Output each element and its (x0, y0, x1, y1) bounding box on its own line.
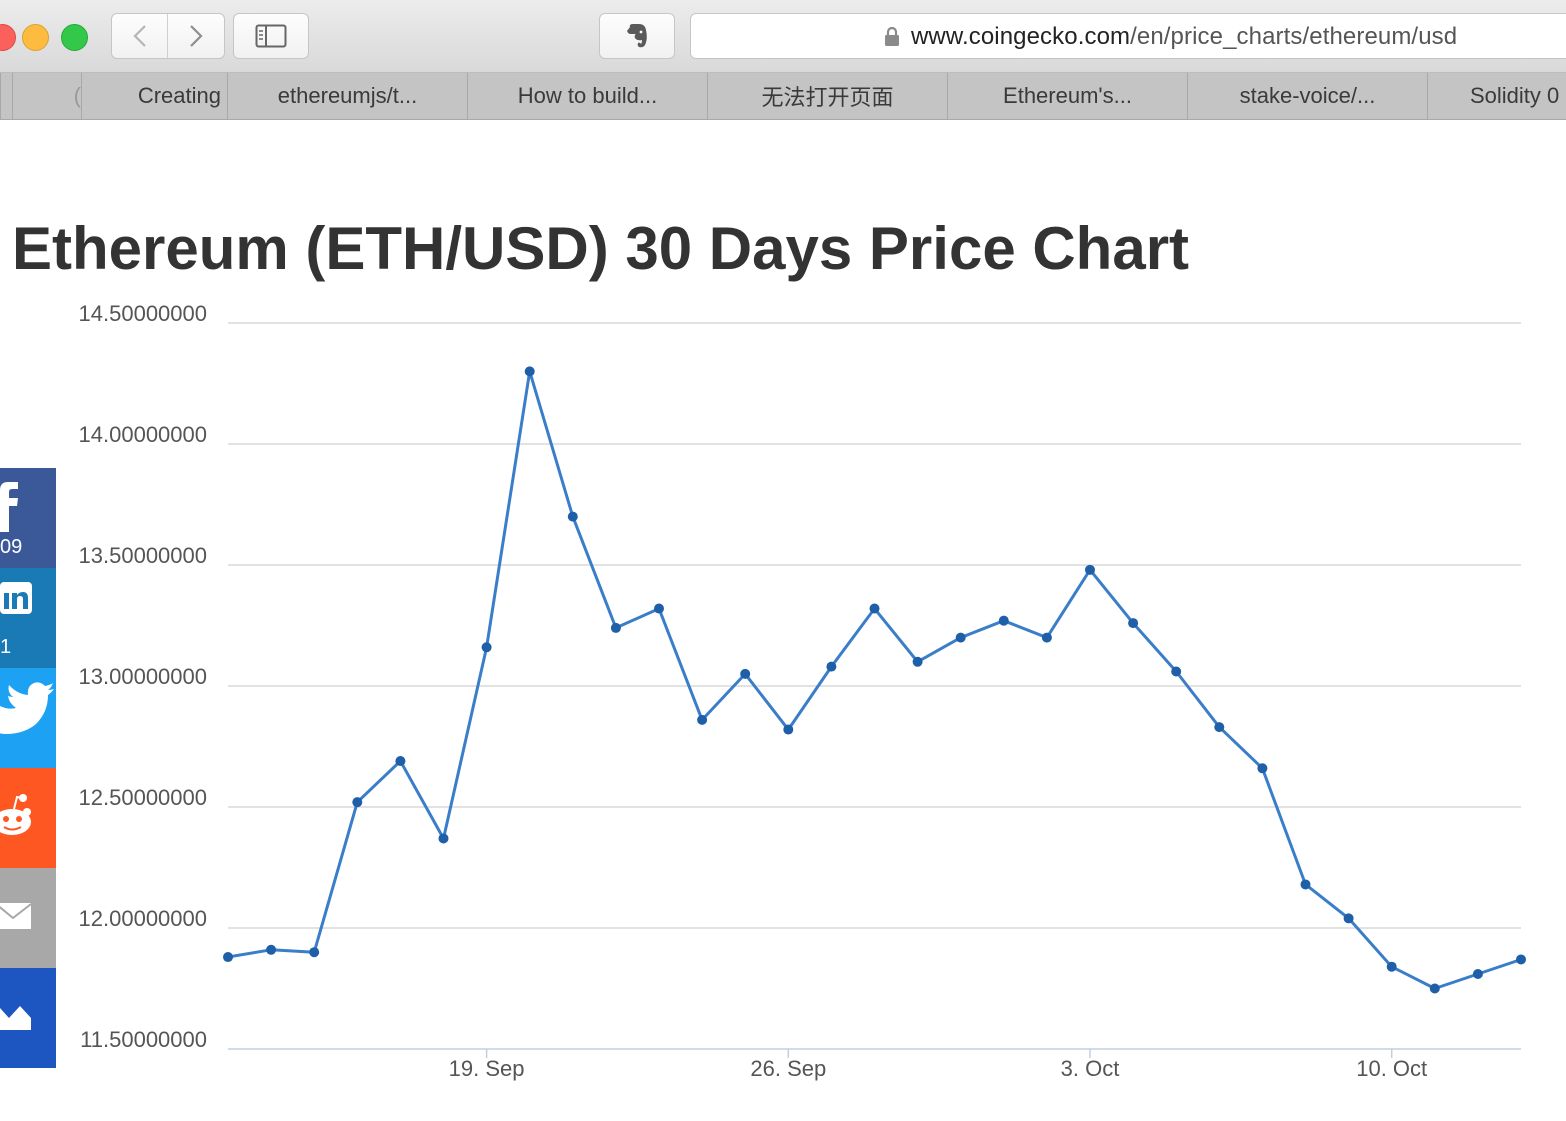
price-chart-svg: 14.50000000 14.00000000 13.50000000 13.0000… (79, 301, 1526, 1081)
price-data-point (438, 833, 449, 844)
tab-3[interactable]: ethereumjs/t... (227, 73, 467, 119)
window-minimize-button[interactable] (22, 24, 49, 51)
price-data-point (1128, 618, 1139, 629)
tab-7[interactable]: stake-voice/... (1187, 73, 1427, 119)
price-data-point (395, 756, 406, 767)
linkedin-share-button[interactable]: 1 (0, 568, 56, 668)
facebook-icon (0, 482, 18, 532)
tab-8[interactable]: Solidity 0 (1427, 73, 1566, 119)
price-data-point (1516, 954, 1526, 965)
price-data-point (912, 656, 923, 667)
tab-1[interactable]: ( (12, 73, 81, 119)
x-tick-label: 19. Sep (449, 1056, 525, 1081)
tab-label: stake-voice/... (1239, 83, 1376, 108)
price-data-point (1343, 913, 1354, 924)
back-button[interactable] (112, 14, 168, 58)
price-data-point (567, 511, 578, 522)
url-text: www.coingecko.com/en/price_charts/ethere… (911, 23, 1457, 51)
price-data-point (998, 615, 1009, 626)
y-tick-label: 14.00000000 (79, 422, 207, 447)
price-data-point (654, 603, 664, 614)
sidebar-icon (255, 24, 287, 48)
y-tick-label: 12.00000000 (79, 906, 207, 931)
y-tick-label: 12.50000000 (79, 785, 207, 810)
price-data-point (1171, 666, 1182, 677)
price-data-point (309, 947, 320, 958)
facebook-share-count: 09 (0, 536, 23, 558)
tab-label: Creating (137, 83, 221, 108)
x-tick-label: 26. Sep (750, 1056, 826, 1081)
forward-button[interactable] (168, 14, 223, 58)
y-tick-label: 11.50000000 (80, 1027, 207, 1052)
price-data-point (266, 944, 277, 955)
twitter-icon (0, 682, 54, 734)
reddit-icon (0, 794, 31, 835)
tab-label: ( (73, 83, 81, 108)
tab-4[interactable]: How to build... (467, 73, 707, 119)
price-data-point (1085, 564, 1095, 575)
tab-6[interactable]: Ethereum's... (947, 73, 1187, 119)
price-data-point (223, 952, 233, 963)
tab-label: How to build... (517, 83, 658, 108)
linkedin-icon (0, 582, 32, 614)
email-share-button[interactable] (0, 868, 56, 968)
price-data-point (352, 797, 363, 808)
price-data-point (481, 642, 492, 653)
email-icon (0, 903, 32, 929)
chevron-left-icon (132, 25, 146, 47)
y-tick-label: 13.50000000 (79, 543, 207, 568)
price-data-point (826, 661, 837, 672)
price-data-point (1300, 879, 1311, 890)
price-data-point (740, 668, 751, 679)
price-data-point (610, 622, 621, 633)
browser-toolbar: www.coingecko.com/en/price_charts/ethere… (0, 0, 1566, 73)
evernote-extension-button[interactable] (599, 13, 675, 59)
crown-share-button[interactable] (0, 968, 56, 1068)
linkedin-share-count: 1 (0, 636, 12, 658)
address-bar[interactable]: www.coingecko.com/en/price_charts/ethere… (690, 13, 1566, 59)
tab-label: 无法打开页面 (761, 85, 894, 110)
price-data-point (697, 714, 708, 725)
price-series-line (227, 369, 1522, 990)
y-tick-label: 13.00000000 (79, 664, 207, 689)
price-data-point (1257, 763, 1268, 774)
tab-bar: ( Creating ethereumjs/t... How to build.… (0, 73, 1566, 120)
show-sidebar-button[interactable] (233, 13, 309, 59)
price-data-point (1472, 968, 1483, 979)
price-data-point (1429, 983, 1440, 994)
price-data-point (783, 724, 794, 735)
window-close-button[interactable] (0, 24, 16, 51)
url-host: www.coingecko.com (911, 23, 1131, 50)
price-data-point (869, 603, 880, 614)
price-data-point (1386, 961, 1397, 972)
x-tick-label: 3. Oct (1061, 1056, 1120, 1081)
crown-icon (0, 1006, 31, 1030)
evernote-elephant-icon (627, 24, 647, 48)
lock-icon (885, 26, 899, 46)
navigation-buttons (111, 13, 225, 59)
window-zoom-button[interactable] (61, 24, 88, 51)
y-tick-label: 14.50000000 (79, 301, 207, 326)
chevron-right-icon (189, 25, 203, 47)
reddit-share-button[interactable] (0, 768, 56, 868)
price-data-point (1041, 632, 1052, 643)
tab-label: Ethereum's... (1003, 83, 1132, 108)
page-title: Ethereum (ETH/USD) 30 Days Price Chart (12, 215, 1190, 282)
tab-2[interactable]: Creating (81, 73, 227, 119)
x-tick-label: 10. Oct (1356, 1056, 1427, 1081)
tab-5[interactable]: 无法打开页面 (707, 73, 947, 119)
price-data-point (955, 632, 966, 643)
tab-label: ethereumjs/t... (277, 83, 418, 108)
twitter-share-button[interactable] (0, 668, 56, 768)
tab-partial-left[interactable] (0, 73, 12, 119)
tab-label: Solidity 0 (1470, 83, 1560, 108)
url-path: /en/price_charts/ethereum/usd (1130, 23, 1458, 50)
price-data-point (524, 366, 535, 377)
price-data-point (1214, 722, 1225, 733)
price-chart: 14.50000000 14.00000000 13.50000000 13.0000… (0, 290, 1566, 1116)
facebook-share-button[interactable]: 09 (0, 468, 56, 568)
